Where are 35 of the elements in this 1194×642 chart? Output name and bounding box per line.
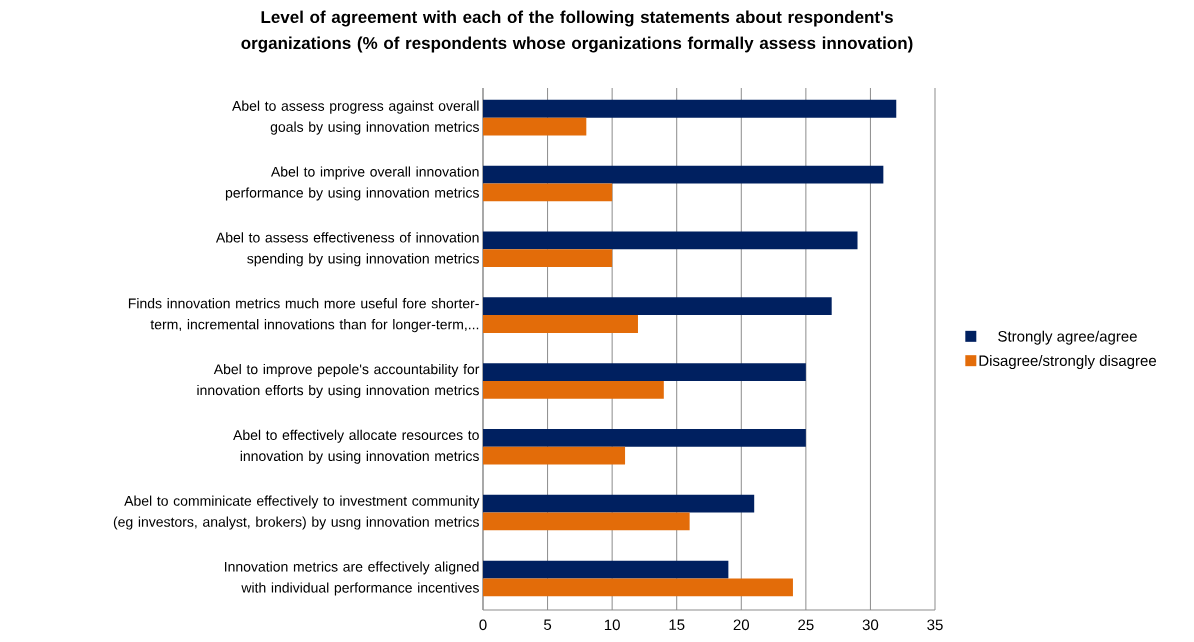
- x-tick-label: 25: [798, 619, 814, 631]
- y-tick-label: Abel to effectively allocate resources to innovation by using innovation metrics: [233, 429, 479, 464]
- y-tick-label: Abel to imprive overall innovation performance by using innovation metrics: [225, 166, 479, 201]
- bar: [483, 231, 858, 250]
- bar: [483, 183, 613, 202]
- y-tick-label: Finds innovation metrics much more useful fore shorter-term, incremental innovations than for longer-term,...: [128, 298, 479, 333]
- bar: [483, 512, 690, 531]
- y-tick-label: Abel to assess progress against overall goals by using innovation metrics: [232, 100, 479, 135]
- bar: [483, 380, 664, 399]
- bar: [483, 363, 806, 381]
- y-tick-label: Abel to assess effectiveness of innovation spending by using innovation metrics: [215, 232, 479, 267]
- chart-title: Level of agreement with each of the following statements about respondent's organizations (% of respondents whose organizations formally assess innovation): [241, 10, 913, 53]
- legend-label: Disagree/strongly disagree: [979, 354, 1157, 369]
- x-tick-label: 10: [604, 619, 620, 631]
- y-tick-label: Abel to improve pepole's accountability for innovation efforts by using innovation metrics: [197, 363, 480, 398]
- x-tick-label: 20: [733, 619, 750, 631]
- bar: [483, 249, 613, 268]
- y-tick-label: Innovation metrics are effectively aligned with individual performance incentives: [225, 561, 479, 596]
- y-tick-label: Abel to comminicate effectively to investment community (eg investors, analyst, brokers) by usng innovation metrics: [113, 495, 480, 530]
- bar: [483, 494, 755, 513]
- x-tick-label: 0: [479, 619, 487, 631]
- legend-label: Strongly agree/agree: [998, 330, 1137, 345]
- bar: [483, 446, 626, 465]
- x-tick-label: 35: [927, 619, 943, 631]
- bar: [483, 315, 638, 333]
- bar: [483, 99, 897, 118]
- bar: [483, 428, 806, 447]
- bar: [483, 117, 587, 136]
- bar: [483, 165, 884, 184]
- bar: [483, 578, 793, 597]
- bar: [483, 560, 729, 579]
- x-tick-label: 30: [862, 619, 879, 631]
- x-tick-label: 15: [669, 619, 685, 630]
- bar: [483, 297, 832, 316]
- x-tick-label: 5: [543, 619, 552, 630]
